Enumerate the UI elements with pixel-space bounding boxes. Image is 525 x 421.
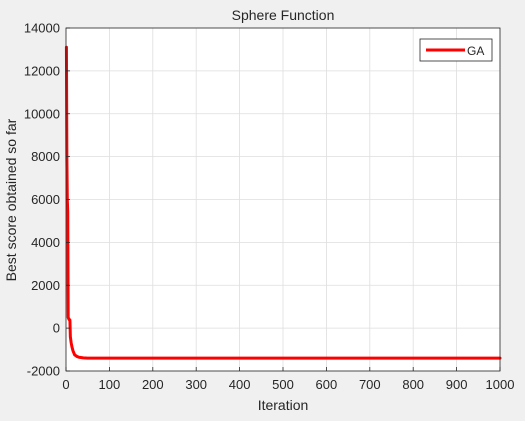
y-tick-label: 4000 bbox=[31, 235, 60, 250]
legend[interactable]: GA bbox=[419, 38, 493, 62]
y-axis-title: Best score obtained so far bbox=[3, 118, 19, 281]
legend-entry-ga: GA bbox=[467, 44, 484, 58]
chart-title: Sphere Function bbox=[232, 7, 335, 23]
y-tick-label: 6000 bbox=[31, 192, 60, 207]
x-tick-label: 500 bbox=[272, 377, 294, 392]
series-line-ga bbox=[64, 45, 502, 360]
x-tick-label: 200 bbox=[142, 377, 164, 392]
y-tick-label: 14000 bbox=[24, 21, 60, 36]
x-tick-label: 600 bbox=[316, 377, 338, 392]
x-tick-label: 0 bbox=[62, 377, 69, 392]
x-tick-label: 800 bbox=[402, 377, 424, 392]
series-layer bbox=[64, 45, 502, 360]
x-tick-label: 700 bbox=[359, 377, 381, 392]
x-tick-label: 1000 bbox=[486, 377, 515, 392]
x-tick-label: 400 bbox=[229, 377, 251, 392]
y-tick-label: -2000 bbox=[27, 364, 60, 379]
x-axis-title: Iteration bbox=[258, 397, 309, 413]
y-tick-label: 12000 bbox=[24, 63, 60, 78]
y-tick-label: 2000 bbox=[31, 278, 60, 293]
y-tick-label: 0 bbox=[53, 321, 60, 336]
y-tick-label: 8000 bbox=[31, 149, 60, 164]
y-tick-label: 10000 bbox=[24, 106, 60, 121]
x-tick-label: 100 bbox=[99, 377, 121, 392]
x-tick-label: 300 bbox=[185, 377, 207, 392]
ticks: 0 100 200 300 400 500 600 700 800 900 1000-2000020… bbox=[24, 21, 515, 393]
x-tick-label: 900 bbox=[446, 377, 468, 392]
